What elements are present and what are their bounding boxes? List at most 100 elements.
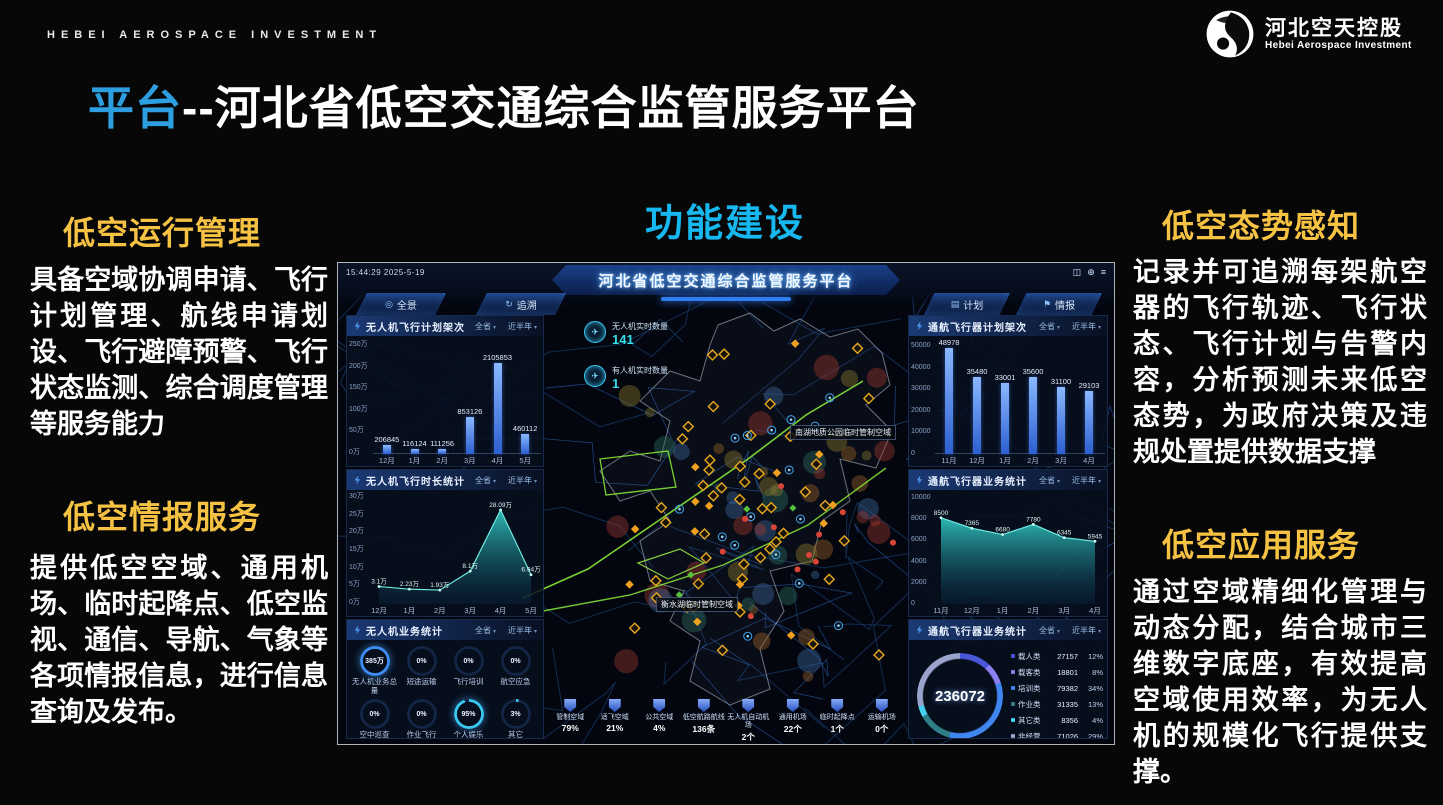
- legend-row: 载人类 27157 12%: [1011, 648, 1103, 664]
- legend-row: 作业类 31335 13%: [1011, 696, 1103, 712]
- panel-title: 通航飞行器业务统计: [928, 626, 1027, 638]
- nav-button-intel[interactable]: ⚑ 情报: [1016, 293, 1102, 315]
- range-filter[interactable]: 近半年: [508, 625, 537, 636]
- svg-text:7365: 7365: [965, 520, 980, 527]
- panel-ga-business-donut: 通航飞行器业务统计 全省 近半年 236072载人类2715712%载客类188…: [908, 619, 1108, 739]
- map-label-chip: 衡水湖临时管制空域: [656, 597, 738, 612]
- province-map[interactable]: [338, 263, 1114, 744]
- section-heading-intelligence: 低空情报服务: [63, 499, 262, 535]
- gauge-4: 0% 空中巡查: [351, 699, 398, 738]
- drone-icon: ✈: [584, 321, 606, 343]
- svg-text:3.1万: 3.1万: [371, 577, 387, 585]
- title-underline: [661, 297, 791, 301]
- panel-bolt-icon: [916, 475, 923, 485]
- range-filter[interactable]: 近半年: [1072, 625, 1101, 636]
- scope-filter[interactable]: 全省: [475, 321, 496, 332]
- gauge-0: 385万 无人机业务总量: [351, 646, 398, 695]
- section-heading-operation: 低空运行管理: [63, 215, 262, 251]
- panel-title: 无人机飞行计划架次: [366, 322, 465, 334]
- svg-text:6345: 6345: [1057, 530, 1072, 537]
- nav-label: 全景: [396, 300, 417, 312]
- svg-text:6.94万: 6.94万: [521, 566, 541, 574]
- scope-filter[interactable]: 全省: [1039, 475, 1060, 486]
- scope-filter[interactable]: 全省: [475, 625, 496, 636]
- range-filter[interactable]: 近半年: [1072, 475, 1101, 486]
- globe-icon[interactable]: ⊕: [1087, 267, 1095, 277]
- svg-text:6680: 6680: [995, 527, 1010, 534]
- trace-icon: ↻: [505, 298, 513, 309]
- bottom-bar-item[interactable]: 临时起降点 1个: [815, 699, 860, 743]
- dashboard-title: 河北省低空交通综合监管服务平台: [598, 272, 854, 290]
- monitoring-dashboard: 15:44:29 2025-5-19 河北省低空交通综合监管服务平台 ◫ ⊕ ≡…: [337, 262, 1115, 745]
- panel-title: 通航飞行器业务统计: [928, 476, 1027, 488]
- nav-button-plan[interactable]: ▤ 计划: [924, 293, 1010, 315]
- panel-bolt-icon: [354, 625, 361, 635]
- bottom-bar: 管制空域 79% 适飞空域 21% 公共空域 4% 低空航路航线 136条 无人机自动机场 2个通…: [548, 699, 904, 743]
- bottom-bar-item[interactable]: 运输机场 0个: [860, 699, 905, 743]
- scope-filter[interactable]: 全省: [475, 475, 496, 486]
- menu-icon[interactable]: ≡: [1100, 267, 1106, 277]
- airspace-pin-icon: [742, 699, 755, 712]
- map-label-chip: 南湖地质公园临时管制空域: [790, 425, 896, 440]
- nav-label: 情报: [1055, 300, 1076, 312]
- panel-uav-business: 无人机业务统计 全省 近半年 385万无人机业务总量0%短途运输0%飞行培训0%…: [346, 619, 544, 739]
- gauge-1: 0% 短途运输: [398, 646, 445, 695]
- bottom-bar-item[interactable]: 通用机场 22个: [771, 699, 816, 743]
- scope-filter[interactable]: 全省: [1039, 321, 1060, 332]
- range-filter[interactable]: 近半年: [508, 475, 537, 486]
- range-filter[interactable]: 近半年: [508, 321, 537, 332]
- dashboard-title-plate: 河北省低空交通综合监管服务平台: [552, 265, 900, 295]
- nav-label: 计划: [963, 300, 984, 312]
- section-body-application: 通过空域精细化管理与动态分配，结合城市三维数字底座，有效提高空域使用效率，为无人…: [1133, 577, 1427, 787]
- page-title-rest: --河北省低空交通综合监管服务平台: [182, 82, 920, 134]
- bottom-bar-item[interactable]: 无人机自动机场 2个: [726, 699, 771, 743]
- logo-name-en: Hebei Aerospace Investment: [1265, 40, 1412, 52]
- overlay-label: 无人机实时数量: [612, 322, 668, 331]
- gauge-3: 0% 航空应急: [492, 646, 539, 695]
- page-title: 平台--河北省低空交通综合监管服务平台: [88, 72, 920, 138]
- window-icon[interactable]: ◫: [1072, 267, 1082, 277]
- nav-button-trace[interactable]: ↻ 追溯: [476, 293, 566, 315]
- page-title-highlight: 平台: [88, 82, 182, 134]
- nav-button-panorama[interactable]: ◎ 全景: [356, 293, 446, 315]
- aircraft-icon: ✈: [584, 365, 606, 387]
- svg-text:5945: 5945: [1088, 533, 1103, 540]
- svg-text:2.23万: 2.23万: [400, 580, 420, 588]
- airspace-pin-icon: [875, 699, 888, 712]
- company-logo-icon: [1206, 10, 1254, 58]
- gauge-7: 3% 其它: [492, 699, 539, 738]
- panel-uav-flight-plan: 无人机飞行计划架次 全省 近半年 0万50万100万150万200万250万20…: [346, 315, 544, 467]
- manned-realtime-count: ✈ 有人机实时数量 1: [584, 365, 668, 392]
- svg-text:7780: 7780: [1026, 516, 1041, 523]
- range-filter[interactable]: 近半年: [1072, 321, 1101, 332]
- panel-bolt-icon: [916, 321, 923, 331]
- airspace-pin-icon: [653, 699, 666, 712]
- center-heading: 功能建设: [644, 203, 805, 245]
- airspace-pin-icon: [831, 699, 844, 712]
- panel-title: 无人机业务统计: [366, 626, 443, 638]
- panel-bolt-icon: [354, 321, 361, 331]
- header-toolbar: ◫ ⊕ ≡: [1073, 267, 1106, 278]
- svg-text:1.93万: 1.93万: [430, 581, 450, 589]
- legend-row: 非经营 71026 29%: [1011, 728, 1103, 738]
- bottom-bar-item[interactable]: 低空航路航线 136条: [682, 699, 727, 743]
- panel-ga-business-trend: 通航飞行器业务统计 全省 近半年 02000400060008000100008…: [908, 469, 1108, 617]
- section-heading-application: 低空应用服务: [1162, 527, 1361, 563]
- bottom-bar-item[interactable]: 管制空域 79%: [548, 699, 593, 743]
- panel-bolt-icon: [916, 625, 923, 635]
- ga-flight-plan-chart: 0 10000 20000 30000 40000 50000 48978 11月 35480 1…: [909, 336, 1107, 466]
- airspace-pin-icon: [608, 699, 621, 712]
- overlay-value: 141: [612, 332, 634, 347]
- scope-filter[interactable]: 全省: [1039, 625, 1060, 636]
- uav-flight-duration-chart: 0万 5万 10万 15万 20万 25万 30万 3.1万 2.23万 1.93万 8.1万 28.…: [349, 493, 541, 615]
- logo-name-cn: 河北空天控股: [1265, 16, 1403, 40]
- legend-row: 载客类 18801 8%: [1011, 664, 1103, 680]
- bottom-bar-item[interactable]: 公共空域 4%: [637, 699, 682, 743]
- dashboard-timestamp: 15:44:29 2025-5-19: [346, 268, 425, 277]
- panel-bolt-icon: [354, 475, 361, 485]
- panel-title: 无人机飞行时长统计: [366, 476, 465, 488]
- ga-business-donut-chart: 236072 载人类 27157 12% 载客类 18801 8% 培训类 79382 34% 作业…: [909, 640, 1107, 738]
- uav-flight-plan-chart: 0万 50万 100万 150万 200万 250万 206845 12月 116124 1月 11…: [347, 336, 543, 466]
- panorama-icon: ◎: [385, 298, 393, 309]
- bottom-bar-item[interactable]: 适飞空域 21%: [593, 699, 638, 743]
